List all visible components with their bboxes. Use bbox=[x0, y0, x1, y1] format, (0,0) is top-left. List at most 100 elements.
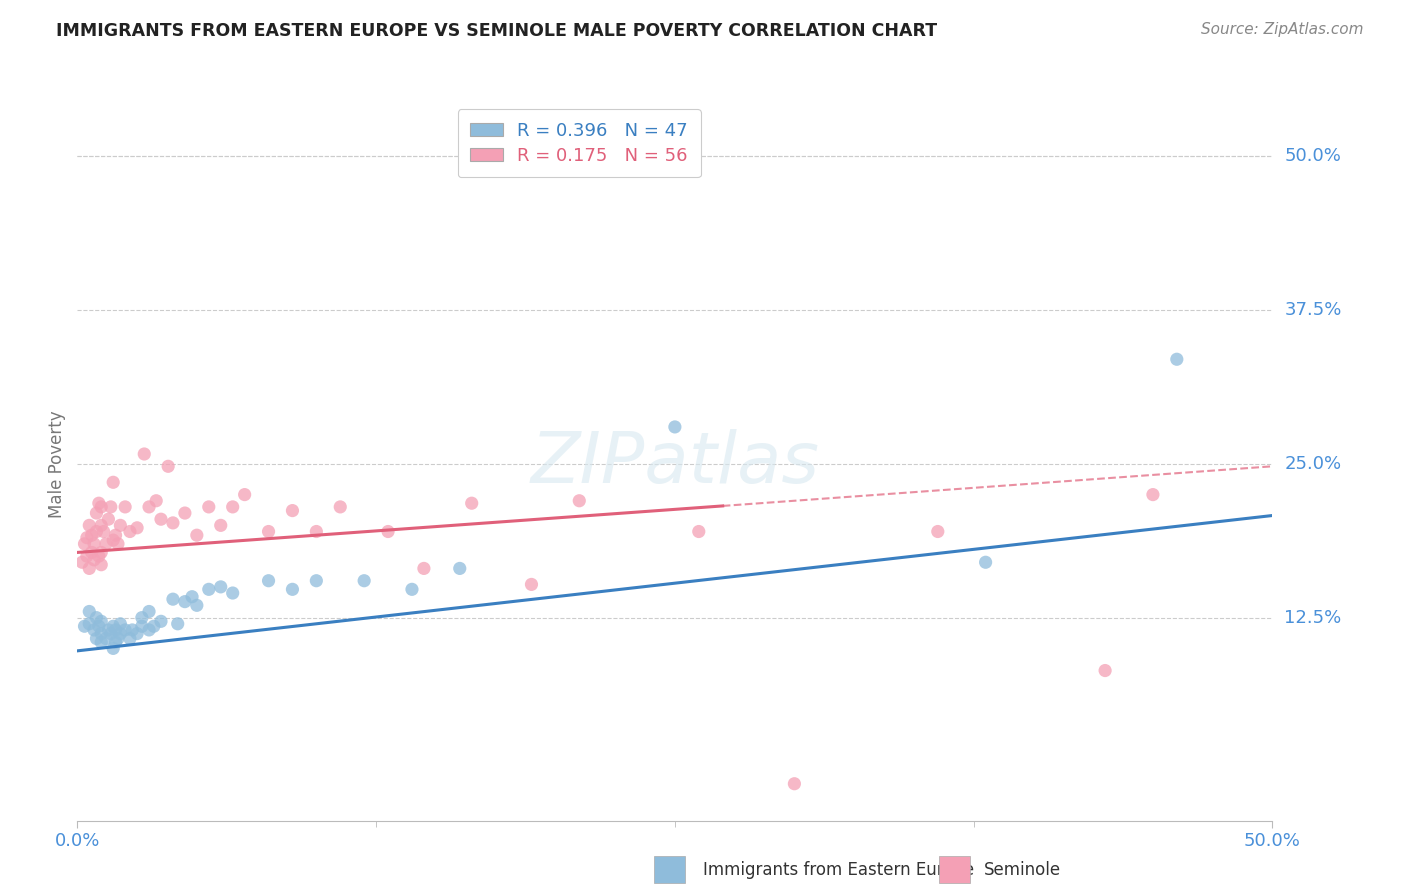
Point bbox=[222, 586, 245, 600]
Point bbox=[90, 615, 112, 629]
Point bbox=[329, 500, 352, 514]
Point bbox=[150, 512, 173, 526]
Point bbox=[110, 518, 132, 533]
Point bbox=[114, 500, 136, 514]
Point bbox=[94, 537, 117, 551]
Point bbox=[90, 545, 112, 559]
Point bbox=[94, 632, 117, 646]
Point bbox=[97, 512, 120, 526]
Point bbox=[97, 623, 120, 637]
Point bbox=[209, 518, 232, 533]
Point bbox=[162, 516, 184, 530]
Point bbox=[80, 545, 103, 559]
Text: Source: ZipAtlas.com: Source: ZipAtlas.com bbox=[1201, 22, 1364, 37]
Point bbox=[90, 518, 112, 533]
Text: 37.5%: 37.5% bbox=[1285, 301, 1341, 319]
Point bbox=[80, 528, 103, 542]
Point bbox=[134, 447, 156, 461]
Point bbox=[131, 619, 153, 633]
Point bbox=[87, 549, 110, 563]
Point bbox=[103, 641, 124, 656]
Text: 12.5%: 12.5% bbox=[1285, 608, 1341, 627]
Point bbox=[568, 493, 591, 508]
Point bbox=[377, 524, 399, 539]
Point bbox=[281, 582, 304, 597]
Point bbox=[138, 500, 160, 514]
Point bbox=[783, 777, 806, 791]
Point bbox=[927, 524, 949, 539]
Point bbox=[104, 623, 127, 637]
Point bbox=[181, 590, 204, 604]
Point bbox=[138, 623, 160, 637]
Point bbox=[107, 537, 129, 551]
Point bbox=[974, 555, 997, 569]
Legend: R = 0.396   N = 47, R = 0.175   N = 56: R = 0.396 N = 47, R = 0.175 N = 56 bbox=[458, 109, 700, 178]
Point bbox=[157, 459, 180, 474]
Point bbox=[353, 574, 375, 588]
Point bbox=[209, 580, 232, 594]
Point bbox=[103, 619, 124, 633]
Point bbox=[79, 518, 101, 533]
Point bbox=[86, 524, 108, 539]
Point bbox=[86, 610, 108, 624]
Point bbox=[90, 635, 112, 649]
Point bbox=[127, 521, 149, 535]
Point bbox=[186, 528, 208, 542]
Point bbox=[186, 599, 208, 613]
Point bbox=[86, 632, 108, 646]
Point bbox=[197, 500, 219, 514]
Point bbox=[1094, 664, 1116, 678]
Point bbox=[104, 635, 127, 649]
Point bbox=[401, 582, 423, 597]
Point bbox=[70, 555, 93, 569]
Point bbox=[664, 420, 686, 434]
Point bbox=[90, 558, 112, 572]
Point bbox=[103, 533, 124, 548]
Point bbox=[79, 605, 101, 619]
Point bbox=[79, 561, 101, 575]
Point bbox=[83, 553, 105, 567]
Point bbox=[87, 496, 110, 510]
Point bbox=[76, 549, 98, 563]
Point bbox=[103, 475, 124, 490]
Point bbox=[131, 610, 153, 624]
Point bbox=[138, 605, 160, 619]
Point bbox=[90, 500, 112, 514]
Point bbox=[174, 594, 197, 608]
Point bbox=[413, 561, 436, 575]
Point bbox=[83, 623, 105, 637]
Point bbox=[110, 626, 132, 640]
Point bbox=[281, 503, 304, 517]
Point bbox=[305, 524, 328, 539]
Point bbox=[121, 623, 143, 637]
Point bbox=[257, 524, 280, 539]
Point bbox=[110, 616, 132, 631]
Point bbox=[142, 619, 165, 633]
Point bbox=[104, 528, 127, 542]
Point bbox=[83, 537, 105, 551]
Text: 25.0%: 25.0% bbox=[1285, 455, 1341, 473]
Point bbox=[520, 577, 543, 591]
Point bbox=[127, 626, 149, 640]
Point bbox=[118, 524, 141, 539]
Point bbox=[174, 506, 197, 520]
Point bbox=[222, 500, 245, 514]
Point bbox=[305, 574, 328, 588]
Point bbox=[93, 524, 115, 539]
Point bbox=[87, 619, 110, 633]
Point bbox=[688, 524, 710, 539]
Point bbox=[100, 626, 122, 640]
Point bbox=[73, 619, 96, 633]
Point bbox=[257, 574, 280, 588]
Point bbox=[114, 623, 136, 637]
Point bbox=[76, 531, 98, 545]
Point bbox=[145, 493, 167, 508]
Point bbox=[1142, 487, 1164, 501]
Text: 50.0%: 50.0% bbox=[1285, 147, 1341, 165]
Point bbox=[1166, 352, 1188, 367]
Point bbox=[197, 582, 219, 597]
Point bbox=[107, 632, 129, 646]
Point bbox=[118, 632, 141, 646]
Point bbox=[100, 500, 122, 514]
Point bbox=[166, 616, 188, 631]
